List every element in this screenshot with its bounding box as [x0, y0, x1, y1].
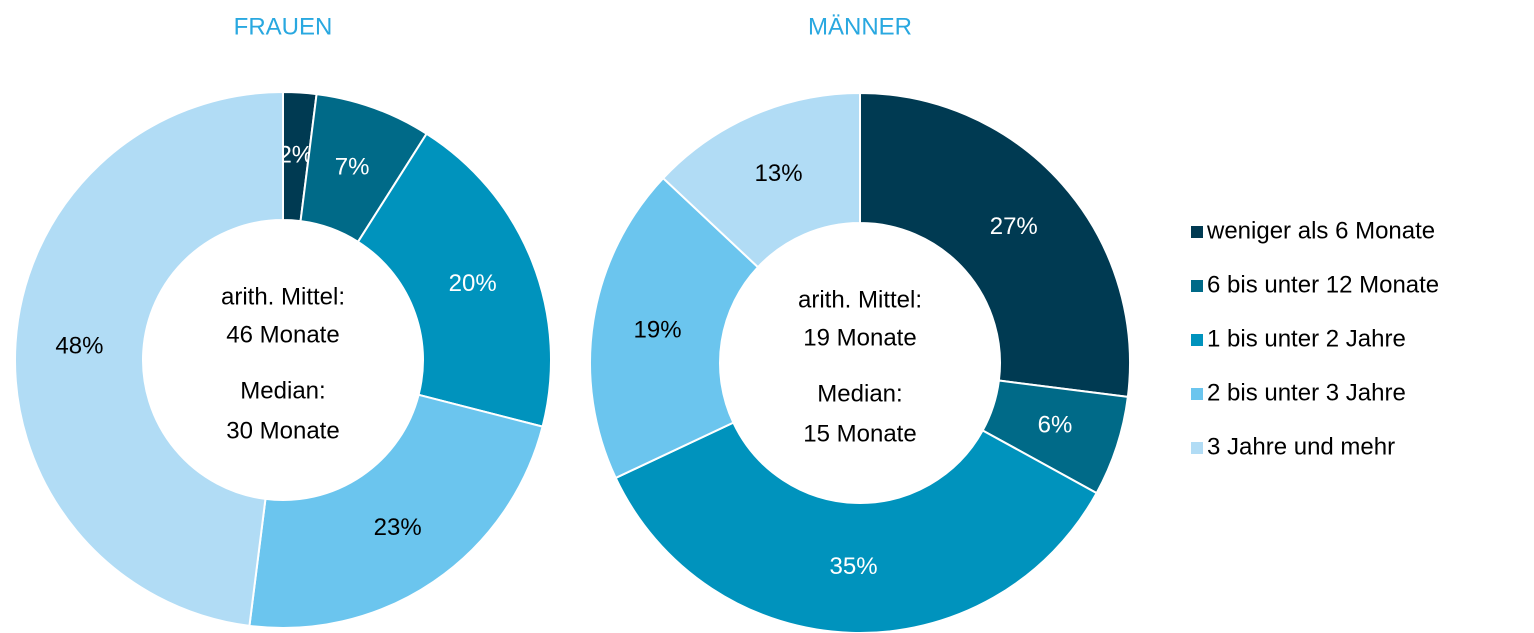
legend-label: 2 bis unter 3 Jahre — [1207, 379, 1406, 406]
donut-slice — [356, 132, 552, 428]
donut-slice — [248, 393, 544, 629]
donut-slice — [661, 91, 861, 269]
center-annotation: Median: — [817, 380, 902, 407]
chart-title: MÄNNER — [808, 13, 912, 40]
legend-label: 6 bis unter 12 Monate — [1207, 271, 1439, 298]
legend-swatch — [1191, 334, 1203, 346]
center-annotation: Median: — [240, 377, 325, 404]
center-annotation: arith. Mittel: — [221, 283, 345, 310]
center-annotation: 30 Monate — [226, 417, 339, 444]
donut-slice — [859, 91, 1131, 398]
data-label: 27% — [990, 213, 1038, 240]
center-annotation: 19 Monate — [803, 324, 916, 351]
data-label: 48% — [55, 333, 103, 360]
chart-title: FRAUEN — [234, 13, 333, 40]
data-label: 35% — [830, 553, 878, 580]
legend-swatch — [1191, 388, 1203, 400]
data-label: 23% — [374, 514, 422, 541]
center-annotation: arith. Mittel: — [798, 286, 922, 313]
legend-label: weniger als 6 Monate — [1206, 217, 1435, 244]
legend-swatch — [1191, 442, 1203, 454]
center-annotation: 15 Monate — [803, 420, 916, 447]
donut-slice — [614, 421, 1098, 633]
legend-swatch — [1191, 226, 1203, 238]
data-label: 6% — [1038, 412, 1073, 439]
data-label: 19% — [634, 316, 682, 343]
data-label: 20% — [449, 270, 497, 297]
donut-slice — [14, 90, 284, 628]
data-label: 7% — [335, 153, 370, 180]
center-annotation: 46 Monate — [226, 321, 339, 348]
data-label: 13% — [755, 160, 803, 187]
legend-label: 1 bis unter 2 Jahre — [1207, 325, 1406, 352]
donut-slice — [589, 176, 760, 480]
legend-label: 3 Jahre und mehr — [1207, 433, 1395, 460]
legend-swatch — [1191, 280, 1203, 292]
